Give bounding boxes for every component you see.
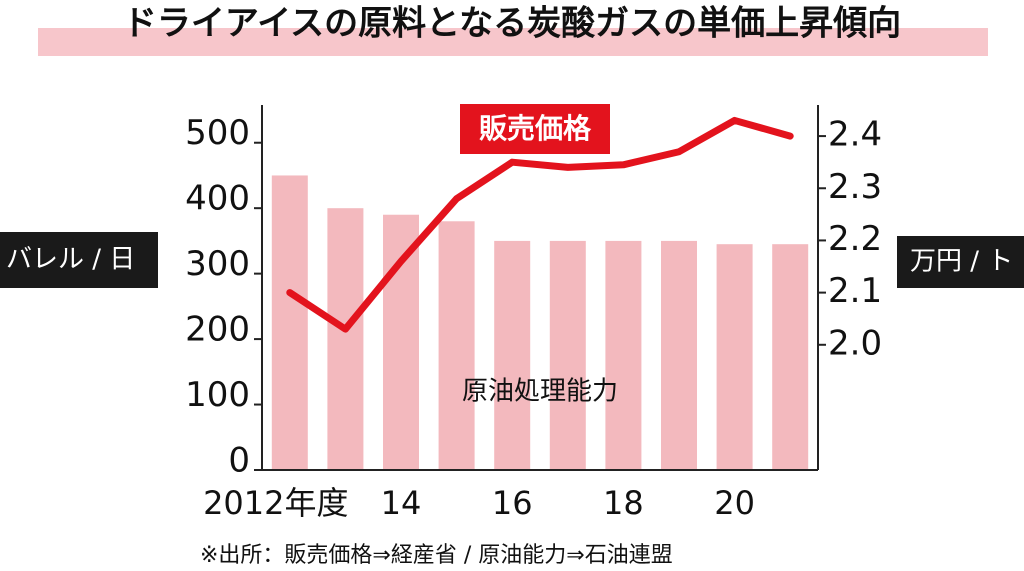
y-tick-label: 400 [185,179,250,219]
y2-label-box [897,236,1024,288]
x-tick-label: 14 [381,484,422,522]
footnote: ※出所：販売価格⇒経産省 / 原油能力⇒石油連盟 [200,543,673,567]
bar [438,221,475,470]
y2-tick-label: 2.4 [828,115,882,155]
line-series-label: 販売価格 [479,112,592,145]
x-tick-label: 16 [492,484,533,522]
y-tick-label: 300 [185,244,250,284]
bar-series-label: 原油処理能力 [462,377,618,407]
bar [383,214,419,470]
y2-tick-label: 2.0 [828,323,882,363]
y-label-box [0,232,158,288]
bar [494,240,531,470]
y-axis-label: バレル / 日 [6,245,135,275]
x-tick-label: 18 [603,484,644,522]
line [286,116,794,333]
bar [327,208,364,470]
bar [549,240,586,470]
y-tick-label: 0 [228,441,250,481]
x-tick-label: 20 [714,484,755,522]
bar [271,175,308,471]
bar [605,240,642,470]
y-tick-label: 500 [185,113,250,153]
line-label-box [460,104,610,154]
y2-tick-label: 2.1 [828,271,882,311]
bar [772,244,809,470]
x-tick-label: 2012年度 [203,484,348,522]
bar [716,244,753,470]
y-tick-label: 200 [185,310,250,350]
y2-axis-label: 万円 / ト [910,247,1013,277]
chart-title: ドライアイスの原料となる炭酸ガスの単価上昇傾向 [123,4,901,44]
y-tick-label: 100 [185,375,250,415]
bar [661,240,697,470]
y2-tick-label: 2.3 [828,167,882,207]
y2-tick-label: 2.2 [828,219,882,259]
title-band [38,28,988,56]
